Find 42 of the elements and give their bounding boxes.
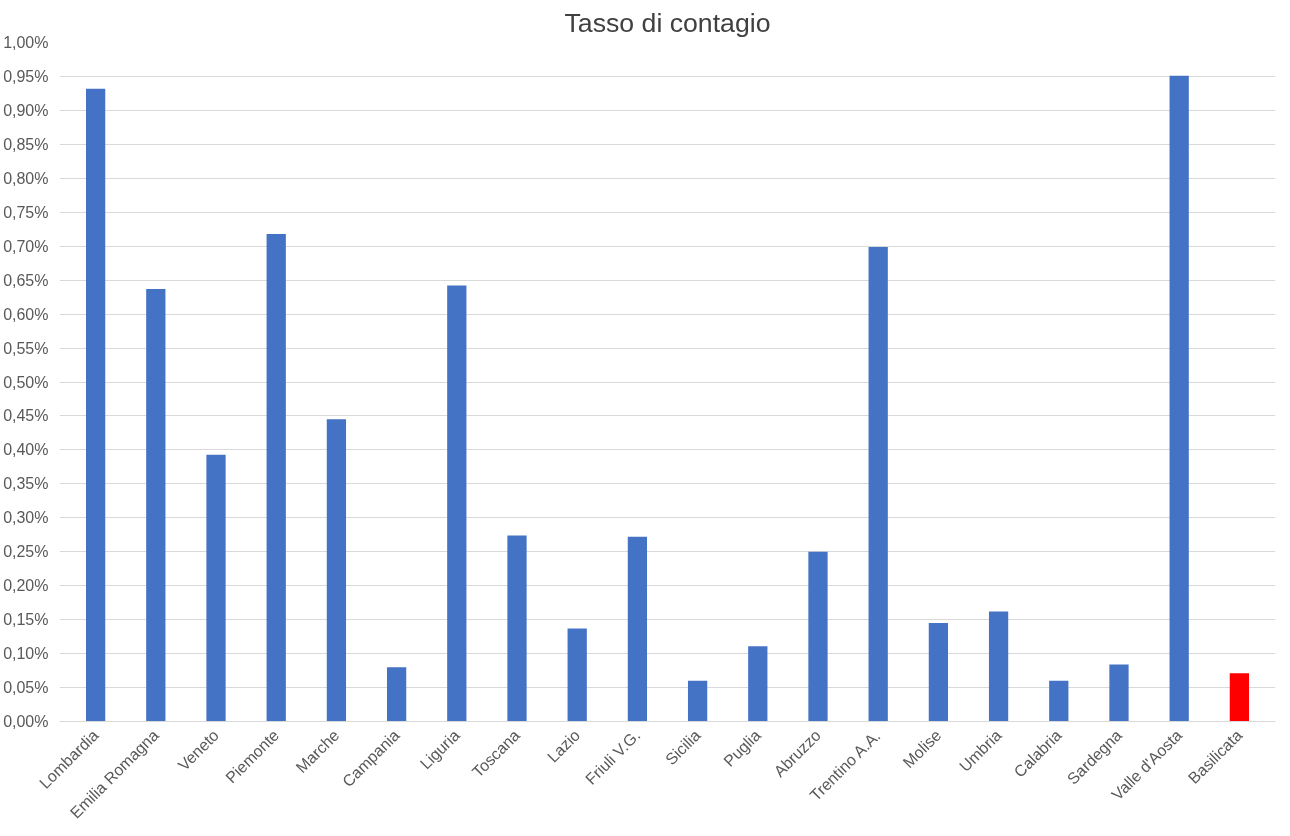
bar <box>1049 680 1069 722</box>
bar <box>567 628 587 722</box>
bar <box>447 285 467 722</box>
bar <box>85 88 106 722</box>
y-tick-label: 0,40% <box>3 441 49 459</box>
bar <box>386 667 407 722</box>
y-tick-label: 0,10% <box>3 645 49 663</box>
bar <box>206 454 226 722</box>
y-tick-label: 0,85% <box>3 135 49 153</box>
y-tick-label: 1,00% <box>3 34 49 51</box>
bar <box>748 646 768 722</box>
y-tick-label: 0,65% <box>3 271 49 289</box>
bar <box>928 623 949 722</box>
y-tick-label: 0,25% <box>3 543 49 561</box>
bar <box>808 551 828 722</box>
y-tick-label: 0,55% <box>3 339 49 357</box>
bar <box>1109 664 1129 722</box>
bar <box>988 611 1009 722</box>
bar <box>507 535 527 722</box>
bar <box>868 246 888 722</box>
bar <box>1169 75 1189 722</box>
bar <box>1229 673 1250 722</box>
bar <box>266 233 286 722</box>
y-tick-label: 0,60% <box>3 305 49 323</box>
y-tick-label: 0,90% <box>3 101 49 119</box>
y-tick-label: 0,30% <box>3 509 49 527</box>
y-tick-label: 0,95% <box>3 67 49 85</box>
y-tick-label: 0,15% <box>3 611 49 629</box>
bar <box>627 536 648 722</box>
y-tick-label: 0,70% <box>3 237 49 255</box>
y-tick-label: 0,50% <box>3 373 49 391</box>
y-tick-label: 0,00% <box>3 713 49 730</box>
y-tick-label: 0,35% <box>3 475 49 493</box>
bar <box>687 680 708 722</box>
y-tick-label: 0,45% <box>3 407 49 425</box>
y-tick-label: 0,80% <box>3 169 49 187</box>
bar <box>146 288 166 722</box>
chart-title: Tasso di contagio <box>564 7 771 38</box>
y-tick-label: 0,75% <box>3 203 49 221</box>
y-tick-label: 0,05% <box>3 679 49 697</box>
bar <box>326 419 347 722</box>
y-tick-label: 0,20% <box>3 577 49 595</box>
